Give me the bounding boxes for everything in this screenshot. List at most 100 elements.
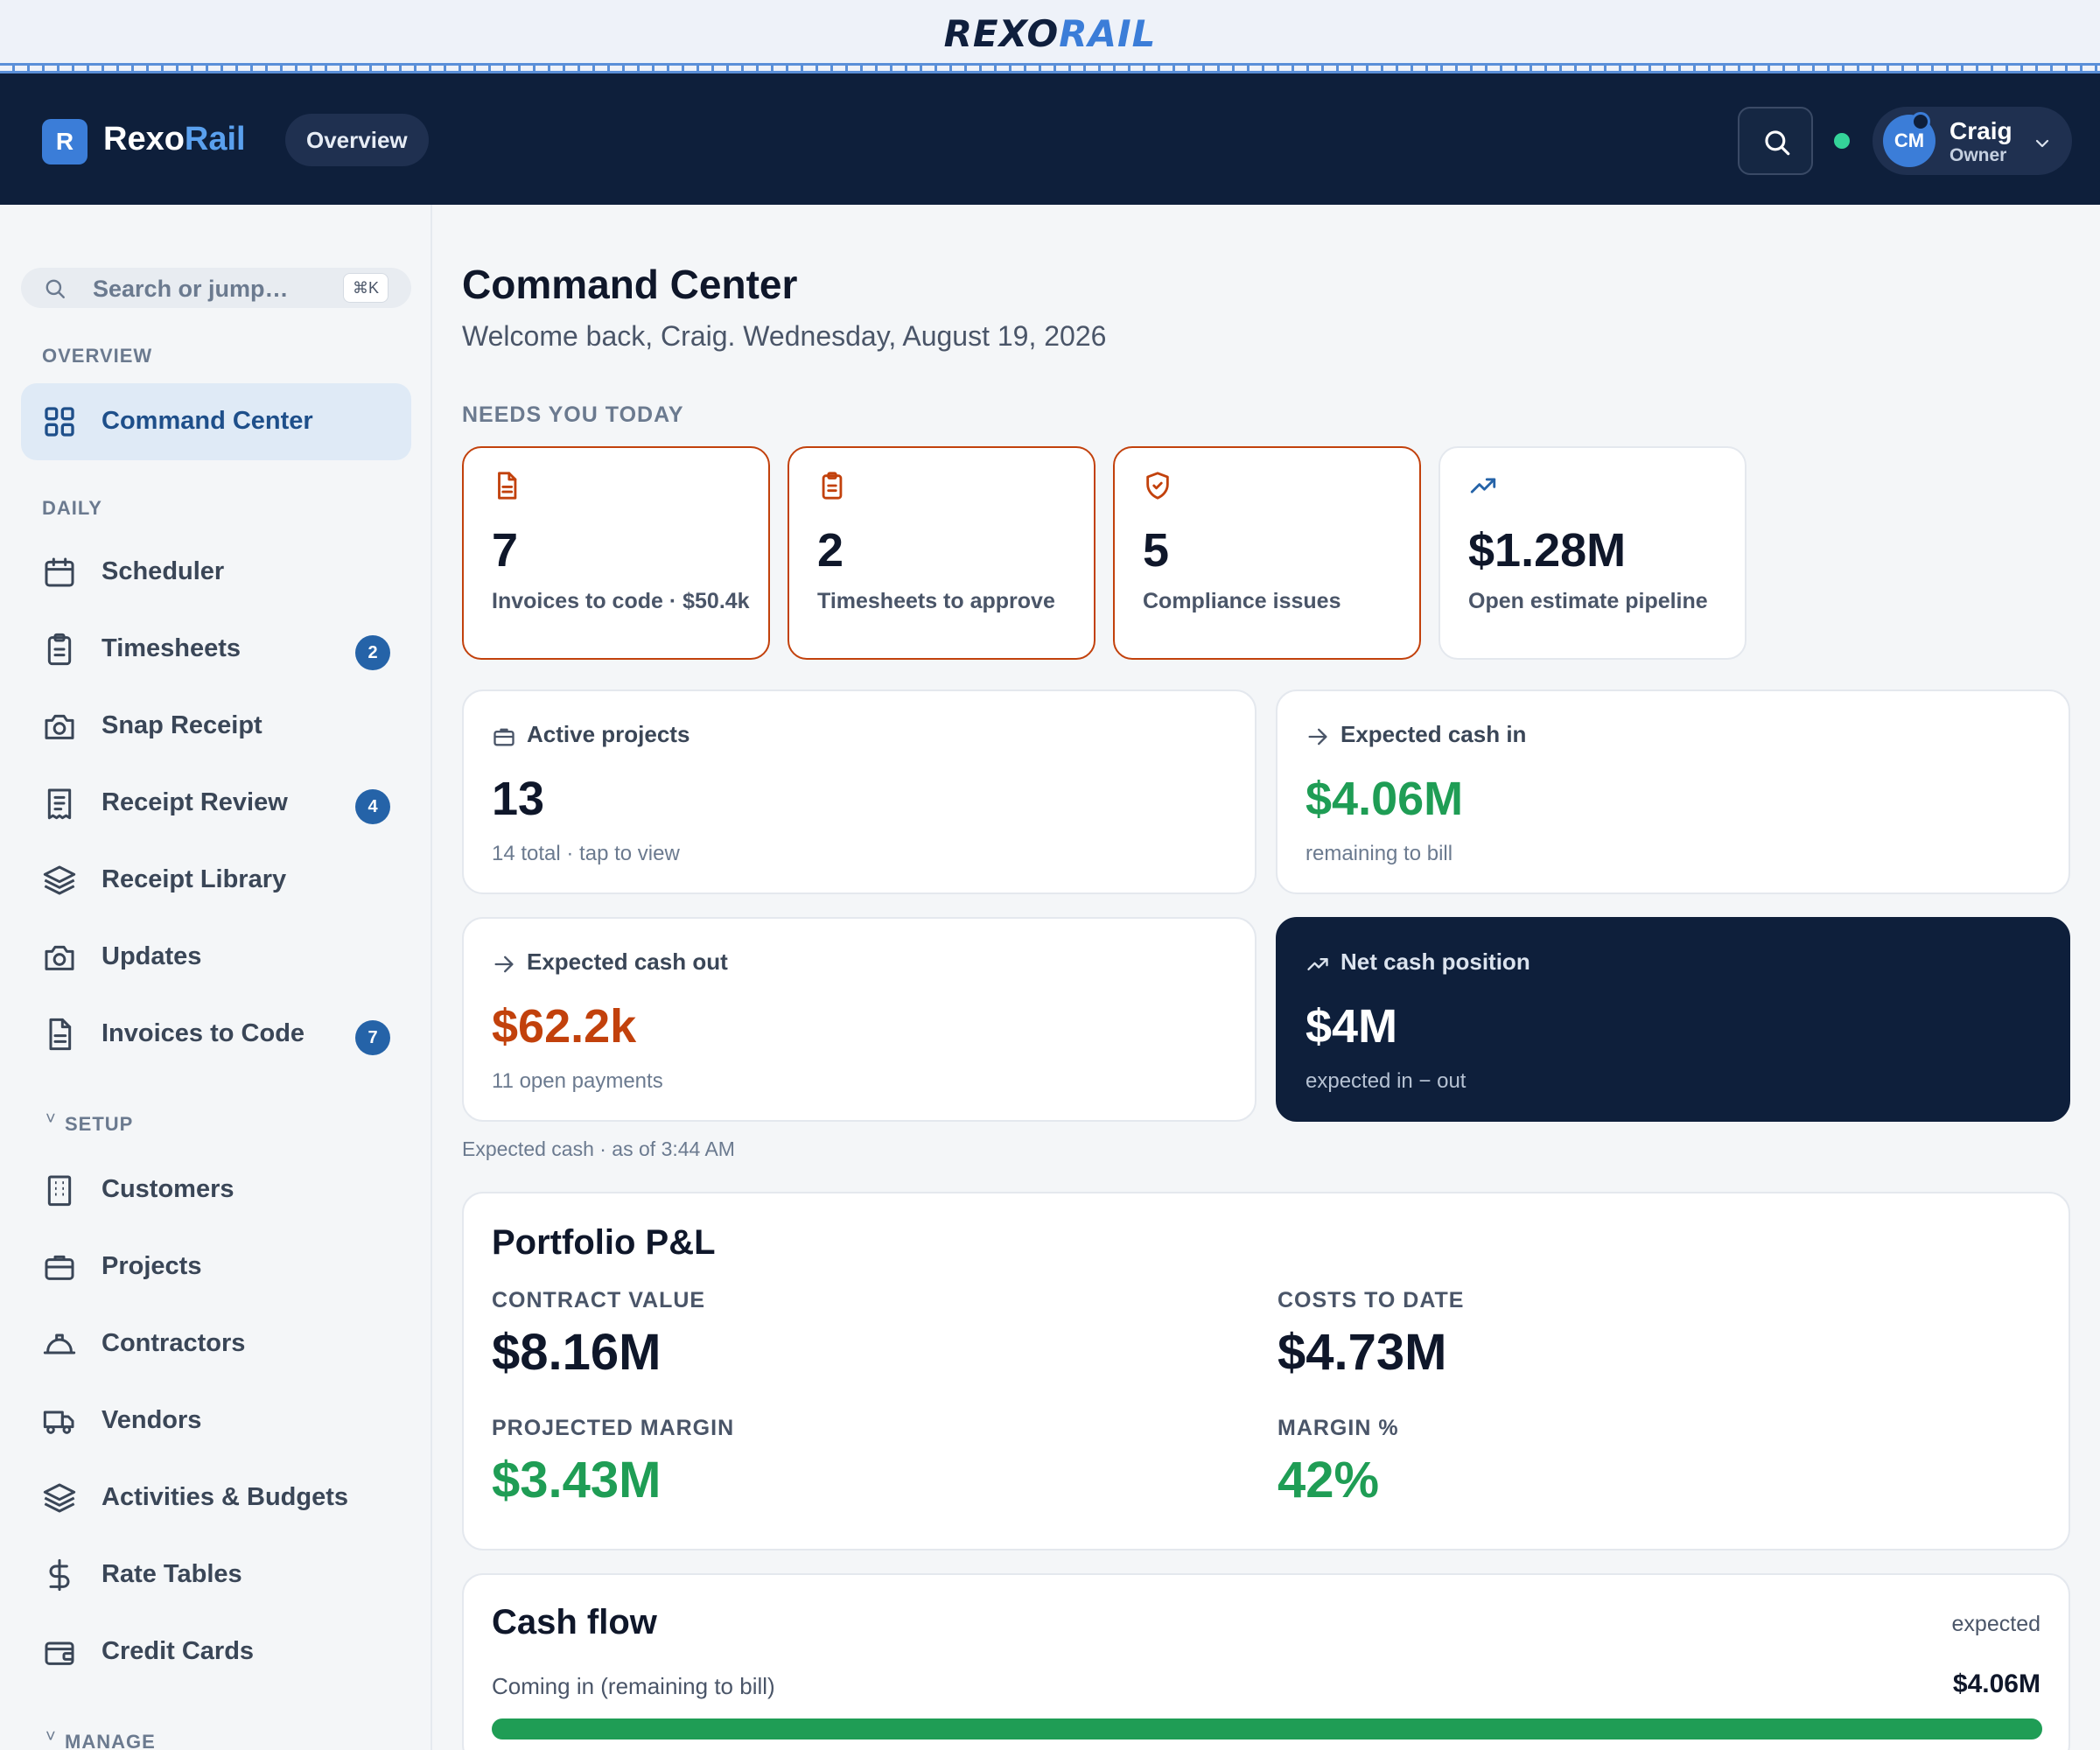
app-name[interactable]: RexoRail bbox=[103, 121, 246, 158]
kpi-compliance[interactable]: 5 Compliance issues bbox=[1113, 446, 1421, 660]
chevron-down-icon[interactable]: ˅ bbox=[46, 1110, 56, 1129]
card-expected-cash-in[interactable]: Expected cash in $4.06M remaining to bil… bbox=[1276, 690, 2070, 894]
section-label-overview: OVERVIEW bbox=[42, 345, 153, 367]
document-icon bbox=[498, 472, 517, 500]
margin-pct-label: MARGIN % bbox=[1278, 1416, 1399, 1440]
chevron-down-icon bbox=[2035, 139, 2049, 148]
kpi-value: $1.28M bbox=[1468, 524, 1627, 577]
overview-chip[interactable]: Overview bbox=[285, 114, 429, 166]
app-logo-badge[interactable]: R bbox=[42, 119, 88, 164]
card-note: 11 open payments bbox=[492, 1069, 663, 1093]
chevron-down-icon[interactable]: ˅ bbox=[46, 1727, 56, 1746]
hardhat-icon bbox=[43, 1334, 76, 1354]
kpi-label: Compliance issues bbox=[1143, 589, 1341, 613]
sidebar-item-projects[interactable]: Projects bbox=[21, 1228, 411, 1306]
costs-to-date: $4.73M bbox=[1278, 1324, 1447, 1381]
count-badge: 4 bbox=[355, 789, 390, 824]
sidebar-item-label: Customers bbox=[102, 1175, 234, 1203]
trend-up-icon bbox=[1470, 478, 1496, 494]
header-search-button[interactable] bbox=[1738, 107, 1813, 175]
projected-margin-label: PROJECTED MARGIN bbox=[492, 1416, 735, 1440]
sidebar-item-command-center[interactable]: Command Center bbox=[21, 383, 411, 460]
count-badge: 2 bbox=[355, 635, 390, 670]
arrow-right-icon bbox=[1308, 728, 1327, 746]
section-label-setup[interactable]: SETUP bbox=[65, 1113, 134, 1135]
sidebar-item-timesheets[interactable]: Timesheets 2 bbox=[21, 611, 411, 688]
card-value: 13 bbox=[492, 773, 545, 825]
arrow-right-icon bbox=[494, 956, 514, 973]
card-expected-cash-out[interactable]: Expected cash out $62.2k 11 open payment… bbox=[462, 917, 1256, 1122]
sidebar: Search or jump… ⌘K OVERVIEW Command Cent… bbox=[0, 205, 432, 1750]
sidebar-item-rate-tables[interactable]: Rate Tables bbox=[21, 1536, 411, 1614]
sidebar-item-snap-receipt[interactable]: Snap Receipt bbox=[21, 688, 411, 765]
dollar-icon bbox=[49, 1558, 70, 1592]
truck-icon bbox=[43, 1410, 74, 1434]
wallet-icon bbox=[45, 1642, 74, 1665]
cash-flow-tag: expected bbox=[1951, 1612, 2040, 1636]
shield-check-icon bbox=[1146, 472, 1169, 500]
sidebar-item-label: Projects bbox=[102, 1252, 202, 1280]
kpi-value: 7 bbox=[492, 524, 519, 577]
sidebar-item-customers[interactable]: Customers bbox=[21, 1152, 411, 1228]
card-note: 14 total · tap to view bbox=[492, 842, 680, 865]
kpi-value: 5 bbox=[1143, 524, 1170, 577]
sidebar-item-label: Contractors bbox=[102, 1329, 246, 1357]
briefcase-icon bbox=[45, 1255, 74, 1280]
sidebar-item-invoices-to-code[interactable]: Invoices to Code 7 bbox=[21, 996, 411, 1073]
card-net-cash-position[interactable]: Net cash position $4M expected in − out bbox=[1276, 917, 2070, 1122]
layers-icon bbox=[43, 1483, 76, 1513]
page-title: Command Center bbox=[462, 262, 798, 307]
user-menu[interactable]: CM Craig Owner bbox=[1872, 107, 2072, 175]
shortcut-hint: ⌘K bbox=[342, 273, 388, 303]
count-badge: 7 bbox=[355, 1020, 390, 1055]
kpi-timesheets[interactable]: 2 Timesheets to approve bbox=[788, 446, 1096, 660]
sidebar-item-label: Rate Tables bbox=[102, 1560, 242, 1588]
document-icon bbox=[49, 1018, 72, 1051]
kpi-invoices-to-code[interactable]: 7 Invoices to code · $50.4k bbox=[462, 446, 770, 660]
sidebar-item-vendors[interactable]: Vendors bbox=[21, 1382, 411, 1460]
sidebar-item-receipt-review[interactable]: Receipt Review 4 bbox=[21, 765, 411, 842]
card-value: $4.06M bbox=[1306, 773, 1464, 825]
sidebar-item-label: Scheduler bbox=[102, 557, 225, 585]
cash-in-row-label: Coming in (remaining to bill) bbox=[492, 1673, 775, 1699]
briefcase-icon bbox=[494, 728, 514, 746]
rexorail-logo: REXORAIL bbox=[943, 12, 1157, 55]
sidebar-item-receipt-library[interactable]: Receipt Library bbox=[21, 842, 411, 919]
sidebar-item-label: Activities & Budgets bbox=[102, 1483, 348, 1511]
sidebar-item-scheduler[interactable]: Scheduler bbox=[21, 534, 411, 611]
sidebar-search-input[interactable]: Search or jump… ⌘K bbox=[21, 268, 411, 308]
user-name: Craig bbox=[1950, 117, 2012, 144]
card-title: Expected cash out bbox=[527, 948, 728, 975]
card-active-projects[interactable]: Active projects 13 14 total · tap to vie… bbox=[462, 690, 1256, 894]
sidebar-item-updates[interactable]: Updates bbox=[21, 919, 411, 996]
kpi-label: Open estimate pipeline bbox=[1468, 589, 1708, 613]
cash-in-progress-fill bbox=[492, 1718, 2042, 1740]
sidebar-item-label: Vendors bbox=[102, 1406, 202, 1434]
avatar: CM bbox=[1883, 115, 1936, 167]
sidebar-item-contractors[interactable]: Contractors bbox=[21, 1306, 411, 1382]
sidebar-item-label: Credit Cards bbox=[102, 1637, 255, 1665]
sidebar-item-credit-cards[interactable]: Credit Cards bbox=[21, 1614, 411, 1690]
calendar-icon bbox=[45, 557, 74, 587]
sidebar-item-label: Command Center bbox=[102, 407, 313, 435]
portfolio-pl-card: Portfolio P&L CONTRACT VALUE $8.16M COST… bbox=[462, 1192, 2070, 1550]
kpi-value: 2 bbox=[817, 524, 844, 577]
search-icon bbox=[1765, 130, 1790, 156]
section-label-manage[interactable]: MANAGE bbox=[65, 1731, 156, 1750]
card-value: $4M bbox=[1306, 1000, 1398, 1053]
margin-pct: 42% bbox=[1278, 1452, 1380, 1508]
layers-icon bbox=[43, 865, 76, 895]
search-placeholder: Search or jump… bbox=[93, 276, 289, 302]
sidebar-item-activities-budgets[interactable]: Activities & Budgets bbox=[21, 1460, 411, 1536]
receipt-icon bbox=[47, 788, 72, 820]
sidebar-item-label: Receipt Library bbox=[102, 865, 287, 893]
section-label-daily: DAILY bbox=[42, 497, 102, 519]
camera-icon bbox=[45, 945, 74, 970]
cash-in-progress-track bbox=[492, 1718, 2042, 1740]
sidebar-item-label: Timesheets bbox=[102, 634, 242, 662]
kpi-label: Invoices to code · $50.4k bbox=[492, 589, 750, 613]
top-header: R RexoRail Overview CM Craig Owner bbox=[0, 74, 2100, 205]
kpi-estimate-pipeline[interactable]: $1.28M Open estimate pipeline bbox=[1438, 446, 1746, 660]
online-status-dot bbox=[1834, 133, 1850, 149]
pl-title: Portfolio P&L bbox=[492, 1223, 716, 1262]
